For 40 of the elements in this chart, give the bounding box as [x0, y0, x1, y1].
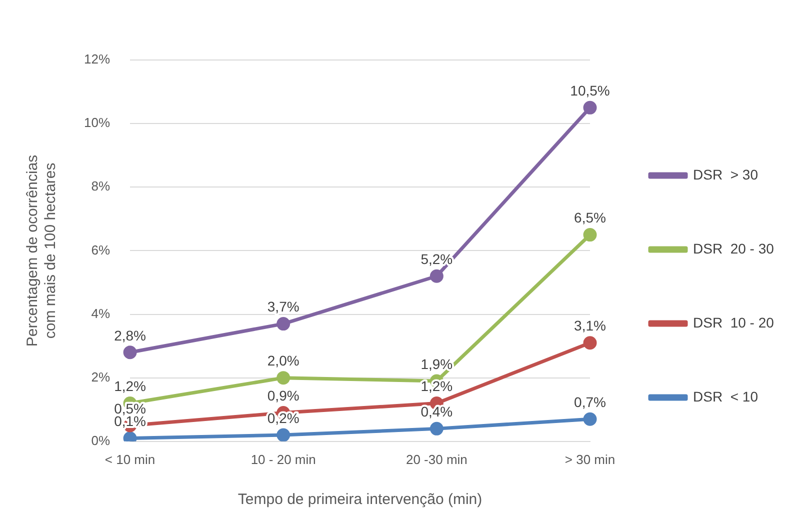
- legend-label: DSR 20 - 30: [693, 240, 774, 256]
- data-label: 1,9%: [420, 356, 453, 372]
- y-tick-label: 2%: [91, 369, 110, 384]
- point: [276, 317, 290, 331]
- y-tick-label: 6%: [91, 242, 110, 258]
- data-label: 1,2%: [420, 378, 453, 394]
- x-tick-label: < 10 min: [104, 452, 156, 467]
- data-label: 0,4%: [420, 404, 453, 420]
- legend-label: DSR > 30: [693, 166, 758, 182]
- point: [276, 371, 290, 385]
- data-label: 3,7%: [267, 298, 300, 315]
- y-tick-label: 4%: [91, 306, 110, 321]
- data-label: 0,5%: [114, 400, 146, 416]
- point: [430, 269, 444, 283]
- point: [583, 336, 597, 350]
- point: [583, 100, 597, 114]
- data-label: 2,8%: [114, 327, 146, 344]
- y-axis-title: Percentagem de ocorrências com mais de 100 hectares: [24, 154, 60, 347]
- x-tick-label: > 30 min: [564, 452, 616, 467]
- y-tick-label: 12%: [84, 52, 110, 67]
- point: [583, 412, 597, 426]
- legend-label: DSR < 10: [693, 388, 758, 404]
- point: [276, 428, 290, 442]
- y-tick-label: 10%: [84, 115, 110, 130]
- x-tick-label: 10 - 20 min: [250, 452, 316, 467]
- point: [583, 228, 597, 242]
- data-label: 1,2%: [114, 378, 146, 394]
- data-label: 0,9%: [267, 388, 300, 404]
- point: [430, 422, 444, 436]
- data-label: 6,5%: [574, 210, 606, 226]
- data-label: 3,1%: [574, 318, 606, 334]
- data-label: 10,5%: [570, 82, 610, 99]
- x-axis-title: Tempo de primeira intervenção (min): [238, 491, 482, 508]
- y-tick-label: 0%: [91, 432, 110, 448]
- data-label: 0,7%: [574, 394, 606, 410]
- x-tick-label: 20 -30 min: [406, 452, 468, 467]
- legend-label: DSR 10 - 20: [693, 314, 774, 330]
- y-tick-label: 8%: [91, 178, 110, 194]
- data-label: 2,0%: [267, 352, 300, 369]
- point: [123, 346, 137, 360]
